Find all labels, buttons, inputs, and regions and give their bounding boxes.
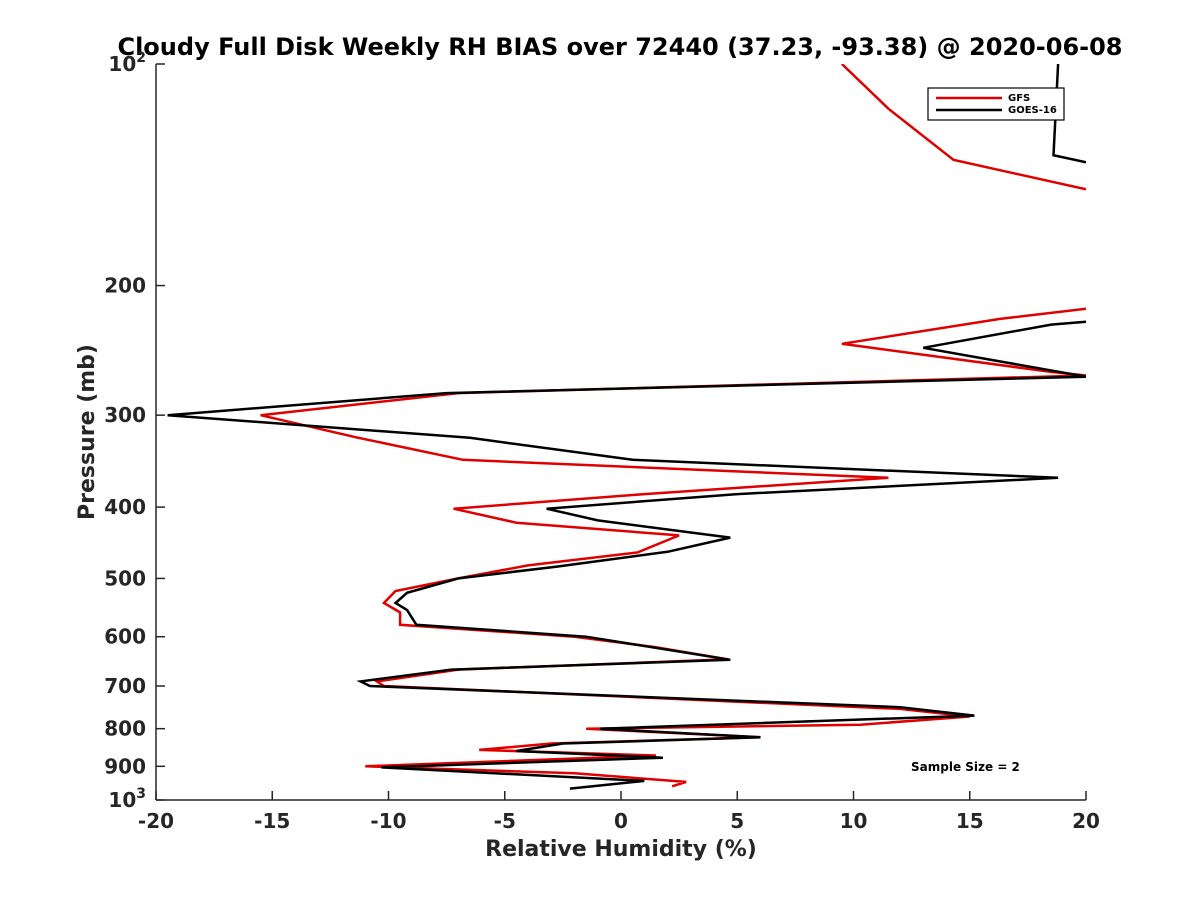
y-tick-label: 500 xyxy=(104,566,146,590)
x-tick-label: -15 xyxy=(254,809,290,833)
y-tick-label: 300 xyxy=(104,403,146,427)
sample-size-annotation: Sample Size = 2 xyxy=(911,760,1020,774)
series-line-goes16-1 xyxy=(167,320,1086,790)
x-tick-label: 0 xyxy=(614,809,628,833)
x-tick-label: 5 xyxy=(730,809,744,833)
x-tick-label: -20 xyxy=(138,809,174,833)
legend-box xyxy=(927,87,1065,121)
legend-label-goes16: GOES-16 xyxy=(1008,105,1057,116)
legend-label-gfs: GFS xyxy=(1008,93,1030,104)
x-tick-label: -5 xyxy=(494,809,516,833)
y-tick-label: 900 xyxy=(104,754,146,778)
series-line-gfs-0 xyxy=(841,64,1086,191)
x-tick-label: 15 xyxy=(956,809,984,833)
y-tick-label: 800 xyxy=(104,717,146,741)
x-ticks: -20 -15 -10 -5 0 5 10 15 20 xyxy=(138,791,1100,833)
legend: GFS GOES-16 xyxy=(927,87,1065,121)
x-tick-label: 20 xyxy=(1072,809,1100,833)
y-tick-label: 400 xyxy=(104,495,146,519)
x-tick-label: -10 xyxy=(370,809,406,833)
y-tick-label: 102 xyxy=(108,50,146,76)
y-tick-label: 600 xyxy=(104,625,146,649)
x-axis-label: Relative Humidity (%) xyxy=(485,837,757,862)
y-tick-label: 700 xyxy=(104,674,146,698)
x-tick-label: 10 xyxy=(840,809,868,833)
y-tick-label: 103 xyxy=(108,786,146,812)
chart-title: Cloudy Full Disk Weekly RH BIAS over 724… xyxy=(117,33,1122,61)
y-axis-label: Pressure (mb) xyxy=(75,344,100,520)
y-ticks: 102 200 300 400 500 600 700 800 900 103 xyxy=(104,50,165,812)
y-tick-label: 200 xyxy=(104,274,146,298)
